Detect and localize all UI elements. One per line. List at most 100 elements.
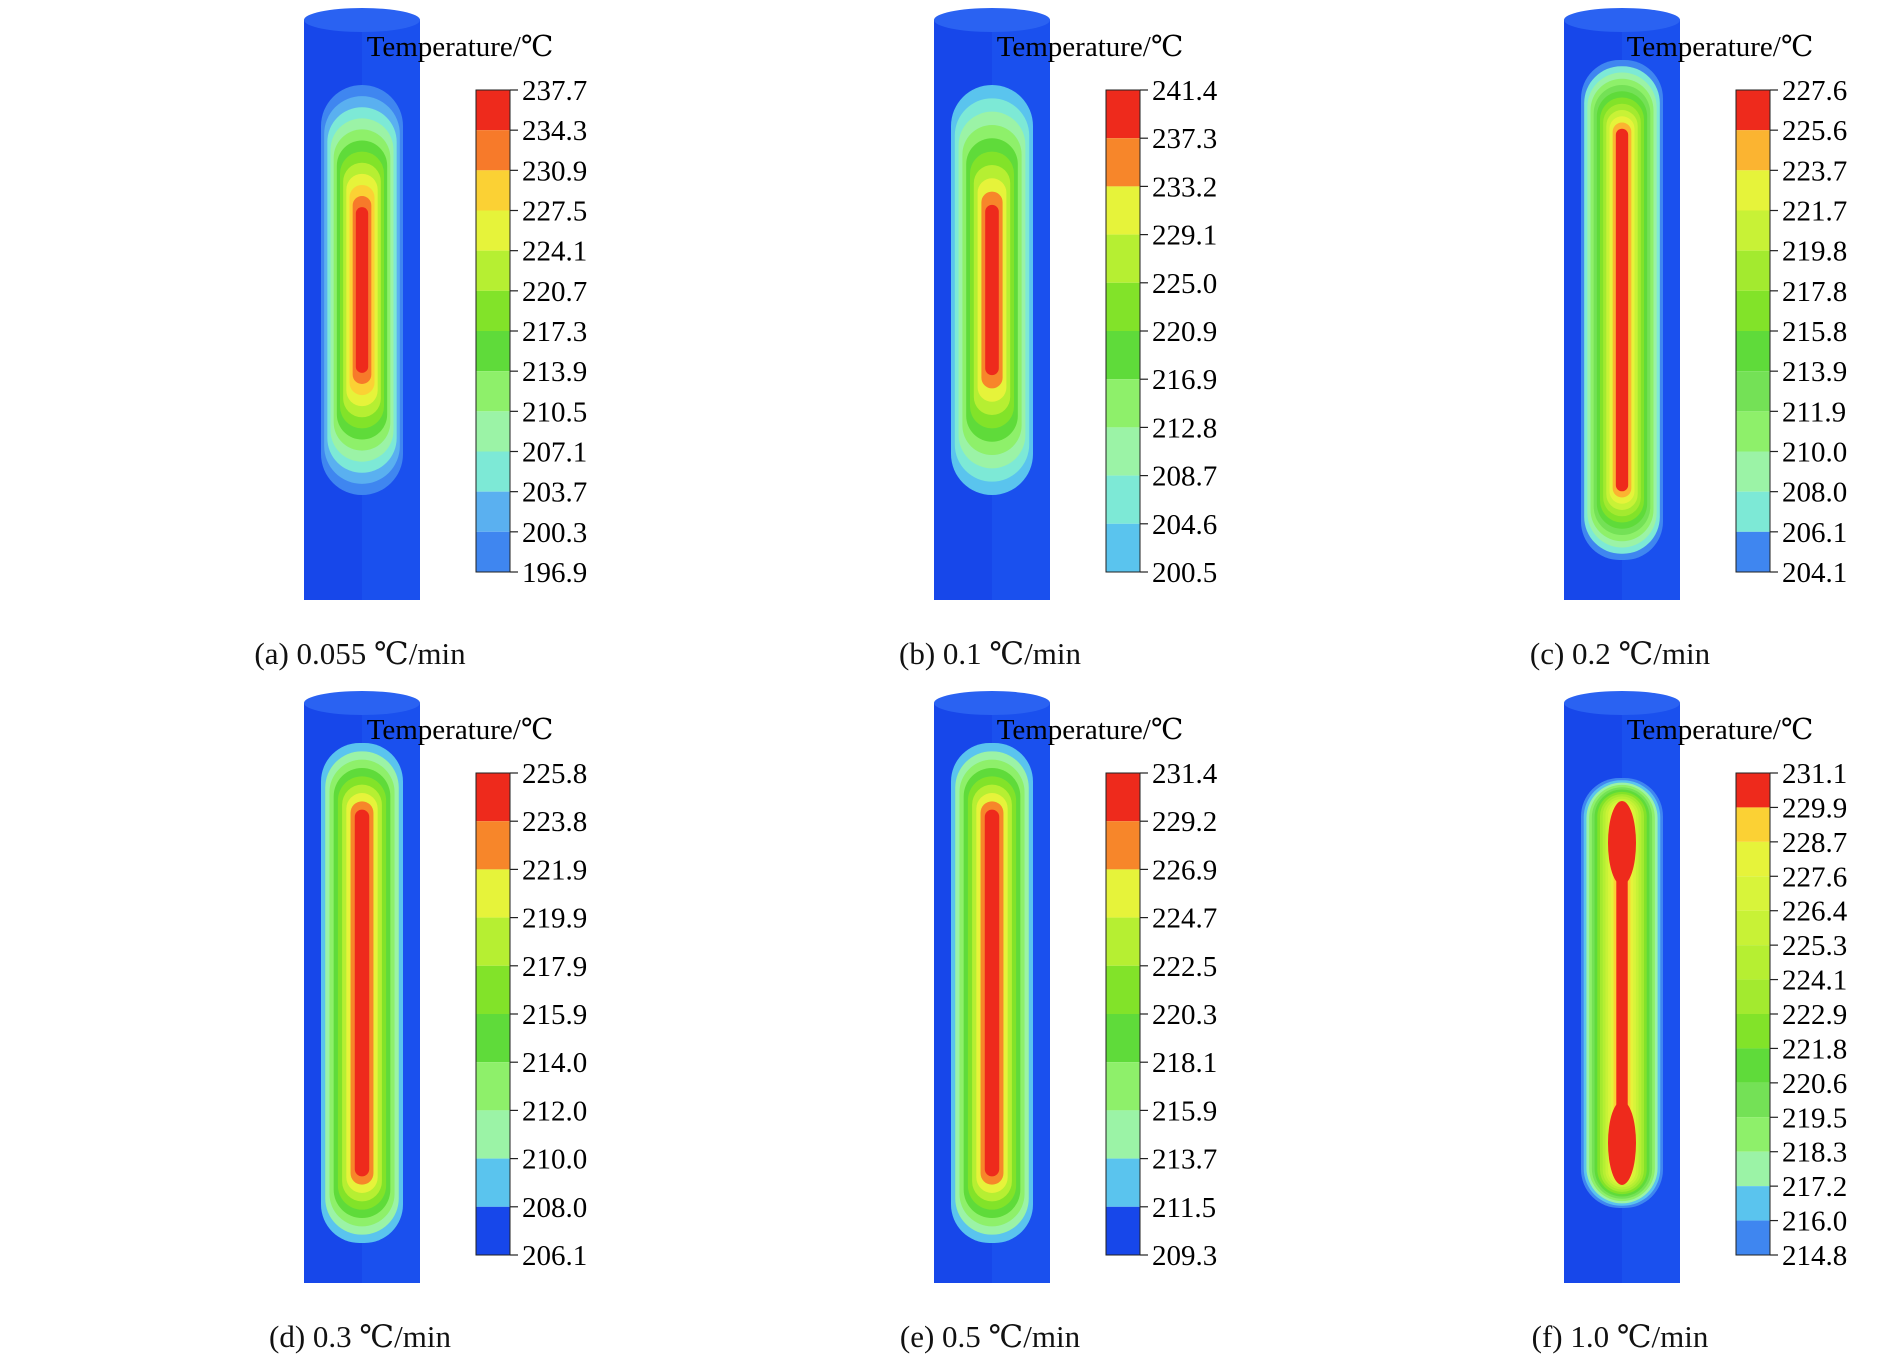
color-bar-segment	[476, 1206, 510, 1255]
color-bar-segment	[1736, 1014, 1770, 1049]
color-bar-segment	[1106, 917, 1140, 966]
temperature-contours	[1581, 60, 1663, 560]
tick-label: 228.7	[1782, 827, 1847, 859]
tick-label: 217.2	[1782, 1171, 1847, 1203]
legend-title: Temperature/℃	[997, 31, 1184, 63]
color-bar-segment	[1736, 250, 1770, 291]
tick-label: 221.9	[522, 854, 587, 886]
color-bar-segment	[1106, 1206, 1140, 1255]
color-bar-segment	[1736, 170, 1770, 211]
color-bar-segment	[1106, 821, 1140, 870]
color-bar-segment	[476, 965, 510, 1014]
color-bar-segment	[1736, 910, 1770, 946]
color-bar-segment	[1736, 1186, 1770, 1221]
tick-label: 220.7	[522, 276, 587, 308]
tick-label: 204.1	[1782, 557, 1847, 589]
tick-label: 231.1	[1782, 758, 1847, 790]
tick-label: 233.2	[1152, 171, 1217, 203]
color-bar-segment	[1106, 138, 1140, 187]
tick-label: 227.6	[1782, 861, 1847, 893]
tick-label: 229.9	[1782, 792, 1847, 824]
tick-label: 218.1	[1152, 1047, 1217, 1079]
tick-label: 208.0	[522, 1192, 587, 1224]
color-bar-segment	[1736, 1220, 1770, 1255]
legend-title: Temperature/℃	[367, 31, 554, 63]
color-bar-segment	[1736, 1048, 1770, 1083]
tick-label: 218.3	[1782, 1137, 1847, 1169]
tick-label: 224.1	[1782, 965, 1847, 997]
color-bar-segment	[476, 90, 510, 131]
color-bar-segment	[1106, 282, 1140, 331]
tick-label: 220.6	[1782, 1068, 1847, 1100]
color-bar-segment	[1736, 411, 1770, 452]
tick-label: 203.7	[522, 477, 587, 509]
tick-label: 212.8	[1152, 412, 1217, 444]
tick-label: 215.9	[522, 999, 587, 1031]
tick-label: 223.8	[522, 806, 587, 838]
contour-plot: Temperature/℃231.1229.9228.7227.6226.422…	[1564, 691, 1848, 1283]
tick-label: 220.3	[1152, 999, 1217, 1031]
color-bar-segment	[1736, 130, 1770, 171]
tick-label: 230.9	[522, 155, 587, 187]
panel-b: Temperature/℃ 241.4 237.3 233.2 229.1 225.0 22…	[630, 0, 1230, 683]
panel-c: Temperature/℃ 227.6 225.6 223.7 221.7 219.8 21…	[1260, 0, 1860, 683]
tick-label: 219.5	[1782, 1102, 1847, 1134]
tick-label: 227.5	[522, 196, 587, 228]
legend-title: Temperature/℃	[1627, 31, 1814, 63]
tick-label: 196.9	[522, 557, 587, 589]
color-bar-segment	[476, 773, 510, 822]
color-bar-segment	[476, 170, 510, 211]
color-bar-segment	[1736, 773, 1770, 808]
color-bar-segment	[1736, 90, 1770, 131]
cylinder-top-cap	[304, 8, 420, 32]
color-bar-segment	[1736, 210, 1770, 251]
tick-label: 229.1	[1152, 220, 1217, 252]
tick-label: 221.7	[1782, 196, 1847, 228]
tick-label: 217.8	[1782, 276, 1847, 308]
cylinder-top-cap	[1564, 8, 1680, 32]
color-bar-segment	[1736, 1082, 1770, 1118]
tick-label: 208.0	[1782, 477, 1847, 509]
color-bar-segment	[1736, 876, 1770, 911]
tick-label: 237.7	[522, 75, 587, 107]
tick-label: 211.9	[1782, 396, 1846, 428]
temperature-contours	[951, 743, 1033, 1243]
tick-label: 219.8	[1782, 236, 1847, 268]
tick-label: 206.1	[522, 1240, 587, 1272]
temperature-contours	[321, 85, 403, 495]
tick-label: 241.4	[1152, 75, 1218, 107]
color-bar-segment	[476, 531, 510, 572]
hot-spot-upper	[1608, 801, 1636, 885]
tick-label: 213.9	[522, 356, 587, 388]
temperature-contours	[951, 85, 1033, 495]
panel-caption: (d) 0.3 ℃/min	[269, 1319, 451, 1354]
panel-e: Temperature/℃ 231.4 229.2 226.9 224.7 222.5 22…	[630, 683, 1230, 1366]
color-bar-segment	[1736, 841, 1770, 877]
contour-plot: Temperature/℃ 227.6 225.6 223.7 221.7 219.8 21…	[1564, 8, 1847, 600]
tick-label: 224.7	[1152, 903, 1217, 935]
tick-label: 200.5	[1152, 557, 1217, 589]
tick-label: 225.0	[1152, 268, 1217, 300]
color-bar-segment	[476, 1110, 510, 1159]
contour-band	[1616, 807, 1628, 1179]
color-bar-segment	[1736, 491, 1770, 532]
color-bar-segment	[476, 917, 510, 966]
temperature-contours	[321, 743, 403, 1243]
color-bar-segment	[1736, 451, 1770, 492]
tick-label: 215.9	[1152, 1095, 1217, 1127]
color-bar-segment	[1106, 379, 1140, 428]
cylinder-top-cap	[1564, 691, 1680, 715]
tick-label: 212.0	[522, 1095, 587, 1127]
tick-label: 217.9	[522, 951, 587, 983]
cylinder-top-cap	[304, 691, 420, 715]
panel-f: Temperature/℃ 231.1 229.9 228.7 227.6 226.4 22…	[1260, 683, 1860, 1366]
color-bar-segment	[1106, 1062, 1140, 1111]
color-bar-segment	[476, 371, 510, 412]
color-bar-segment	[476, 130, 510, 171]
color-bar-segment	[1106, 234, 1140, 283]
panel-a: Temperature/℃ 237.7 234.3 230.9 227.5 224.1 22…	[0, 0, 600, 683]
tick-label: 213.7	[1152, 1144, 1217, 1176]
color-bar-segment	[1736, 290, 1770, 331]
color-bar-segment	[476, 331, 510, 372]
tick-label: 221.8	[1782, 1033, 1847, 1065]
